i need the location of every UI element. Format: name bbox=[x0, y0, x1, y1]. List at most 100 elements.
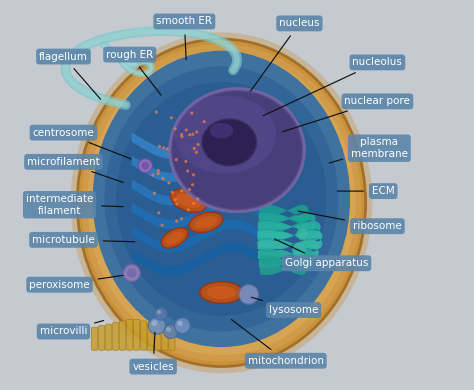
Circle shape bbox=[195, 151, 198, 154]
Circle shape bbox=[192, 173, 195, 176]
Circle shape bbox=[123, 264, 140, 282]
Ellipse shape bbox=[174, 96, 276, 174]
Text: mitochondrion: mitochondrion bbox=[231, 319, 324, 366]
Circle shape bbox=[155, 308, 167, 320]
Circle shape bbox=[191, 133, 194, 136]
Circle shape bbox=[155, 110, 158, 113]
Text: smooth ER: smooth ER bbox=[156, 16, 212, 60]
Circle shape bbox=[292, 243, 306, 257]
Circle shape bbox=[188, 133, 191, 136]
Circle shape bbox=[175, 220, 178, 223]
Circle shape bbox=[181, 135, 183, 138]
Circle shape bbox=[162, 146, 165, 149]
Circle shape bbox=[174, 318, 190, 333]
Circle shape bbox=[191, 183, 194, 186]
Circle shape bbox=[185, 128, 188, 131]
Circle shape bbox=[297, 228, 309, 240]
Circle shape bbox=[158, 145, 161, 148]
FancyBboxPatch shape bbox=[169, 327, 175, 350]
Circle shape bbox=[170, 116, 173, 119]
Circle shape bbox=[171, 191, 174, 194]
Ellipse shape bbox=[202, 119, 256, 166]
Ellipse shape bbox=[210, 123, 233, 138]
Ellipse shape bbox=[165, 231, 184, 245]
FancyBboxPatch shape bbox=[99, 326, 105, 350]
Text: ECM: ECM bbox=[337, 186, 395, 196]
Circle shape bbox=[192, 202, 195, 205]
Text: lysosome: lysosome bbox=[251, 297, 318, 315]
Circle shape bbox=[157, 310, 161, 314]
Circle shape bbox=[152, 320, 157, 326]
Ellipse shape bbox=[82, 44, 361, 362]
Circle shape bbox=[239, 285, 258, 304]
Text: flagellum: flagellum bbox=[39, 51, 100, 99]
Circle shape bbox=[157, 211, 160, 215]
FancyBboxPatch shape bbox=[162, 326, 168, 350]
Circle shape bbox=[203, 120, 206, 123]
Circle shape bbox=[166, 147, 169, 150]
Text: nuclear pore: nuclear pore bbox=[283, 96, 410, 132]
Circle shape bbox=[186, 170, 189, 173]
Circle shape bbox=[197, 143, 200, 146]
Ellipse shape bbox=[104, 66, 338, 332]
Circle shape bbox=[174, 198, 177, 201]
Circle shape bbox=[177, 321, 183, 326]
FancyBboxPatch shape bbox=[155, 324, 161, 350]
Circle shape bbox=[175, 202, 178, 206]
Circle shape bbox=[166, 327, 171, 332]
Text: nucleolus: nucleolus bbox=[263, 57, 402, 116]
Ellipse shape bbox=[171, 190, 206, 212]
Circle shape bbox=[161, 224, 164, 227]
FancyBboxPatch shape bbox=[91, 327, 98, 350]
Ellipse shape bbox=[87, 50, 356, 355]
Text: plasma
membrane: plasma membrane bbox=[329, 137, 408, 163]
Text: intermediate
filament: intermediate filament bbox=[26, 194, 123, 216]
Circle shape bbox=[164, 324, 178, 339]
Text: microtubule: microtubule bbox=[32, 235, 135, 245]
Circle shape bbox=[161, 177, 164, 180]
Circle shape bbox=[127, 268, 137, 278]
Circle shape bbox=[195, 131, 198, 134]
Text: Golgi apparatus: Golgi apparatus bbox=[274, 239, 368, 268]
Ellipse shape bbox=[200, 282, 243, 303]
Ellipse shape bbox=[77, 39, 366, 367]
Circle shape bbox=[180, 133, 183, 136]
FancyBboxPatch shape bbox=[148, 323, 154, 350]
FancyBboxPatch shape bbox=[141, 321, 147, 350]
Circle shape bbox=[190, 112, 193, 115]
Circle shape bbox=[151, 174, 155, 177]
Circle shape bbox=[156, 172, 160, 175]
Circle shape bbox=[192, 147, 196, 150]
Text: microfilament: microfilament bbox=[27, 157, 123, 183]
Circle shape bbox=[138, 159, 152, 173]
Text: microvilli: microvilli bbox=[40, 321, 104, 337]
Ellipse shape bbox=[189, 212, 223, 232]
Ellipse shape bbox=[171, 90, 303, 211]
Text: ribosome: ribosome bbox=[298, 211, 402, 231]
Circle shape bbox=[148, 317, 165, 334]
Circle shape bbox=[175, 158, 178, 161]
Circle shape bbox=[157, 169, 160, 172]
FancyBboxPatch shape bbox=[134, 319, 140, 350]
Ellipse shape bbox=[176, 193, 201, 208]
Ellipse shape bbox=[194, 216, 218, 229]
Circle shape bbox=[188, 188, 191, 191]
Circle shape bbox=[153, 192, 156, 195]
Circle shape bbox=[173, 127, 177, 130]
Circle shape bbox=[141, 162, 149, 170]
Circle shape bbox=[187, 208, 190, 211]
FancyBboxPatch shape bbox=[113, 323, 119, 350]
Text: nucleus: nucleus bbox=[250, 18, 319, 91]
Ellipse shape bbox=[93, 51, 350, 347]
FancyBboxPatch shape bbox=[127, 319, 133, 350]
Circle shape bbox=[196, 197, 200, 200]
Ellipse shape bbox=[116, 82, 327, 316]
Circle shape bbox=[180, 189, 183, 192]
FancyBboxPatch shape bbox=[106, 324, 112, 350]
Circle shape bbox=[167, 181, 171, 184]
Ellipse shape bbox=[161, 228, 188, 248]
Text: vesicles: vesicles bbox=[132, 332, 174, 372]
Text: rough ER: rough ER bbox=[106, 50, 161, 95]
FancyBboxPatch shape bbox=[119, 321, 126, 350]
Text: peroxisome: peroxisome bbox=[29, 275, 123, 290]
